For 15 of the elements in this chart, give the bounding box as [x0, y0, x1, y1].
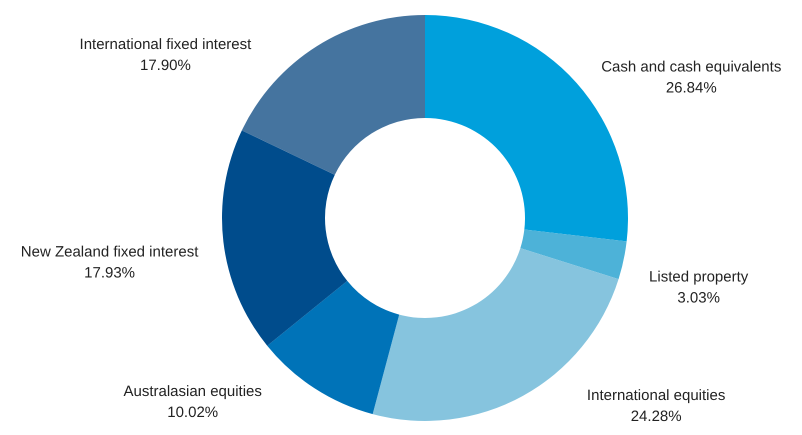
data-label: 17.90%: [140, 57, 191, 74]
data-label: 10.02%: [167, 404, 218, 422]
slice-label: New Zealand fixed interest: [20, 243, 200, 260]
data-label: 26.84%: [666, 79, 717, 96]
data-label: 24.28%: [630, 408, 682, 425]
data-label: 17.93%: [84, 264, 136, 282]
donut-slice: [267, 280, 400, 414]
slice-label: Cash and cash equivalents: [601, 58, 782, 76]
slice-label: Listed property: [649, 268, 749, 286]
data-label: 3.03%: [677, 290, 720, 307]
slice-label: International equities: [586, 386, 726, 404]
slice-label: International fixed interest: [80, 36, 252, 54]
slice-label: Australasian equities: [123, 383, 262, 400]
donut-slice: [520, 230, 627, 280]
donut-slice: [222, 130, 348, 346]
